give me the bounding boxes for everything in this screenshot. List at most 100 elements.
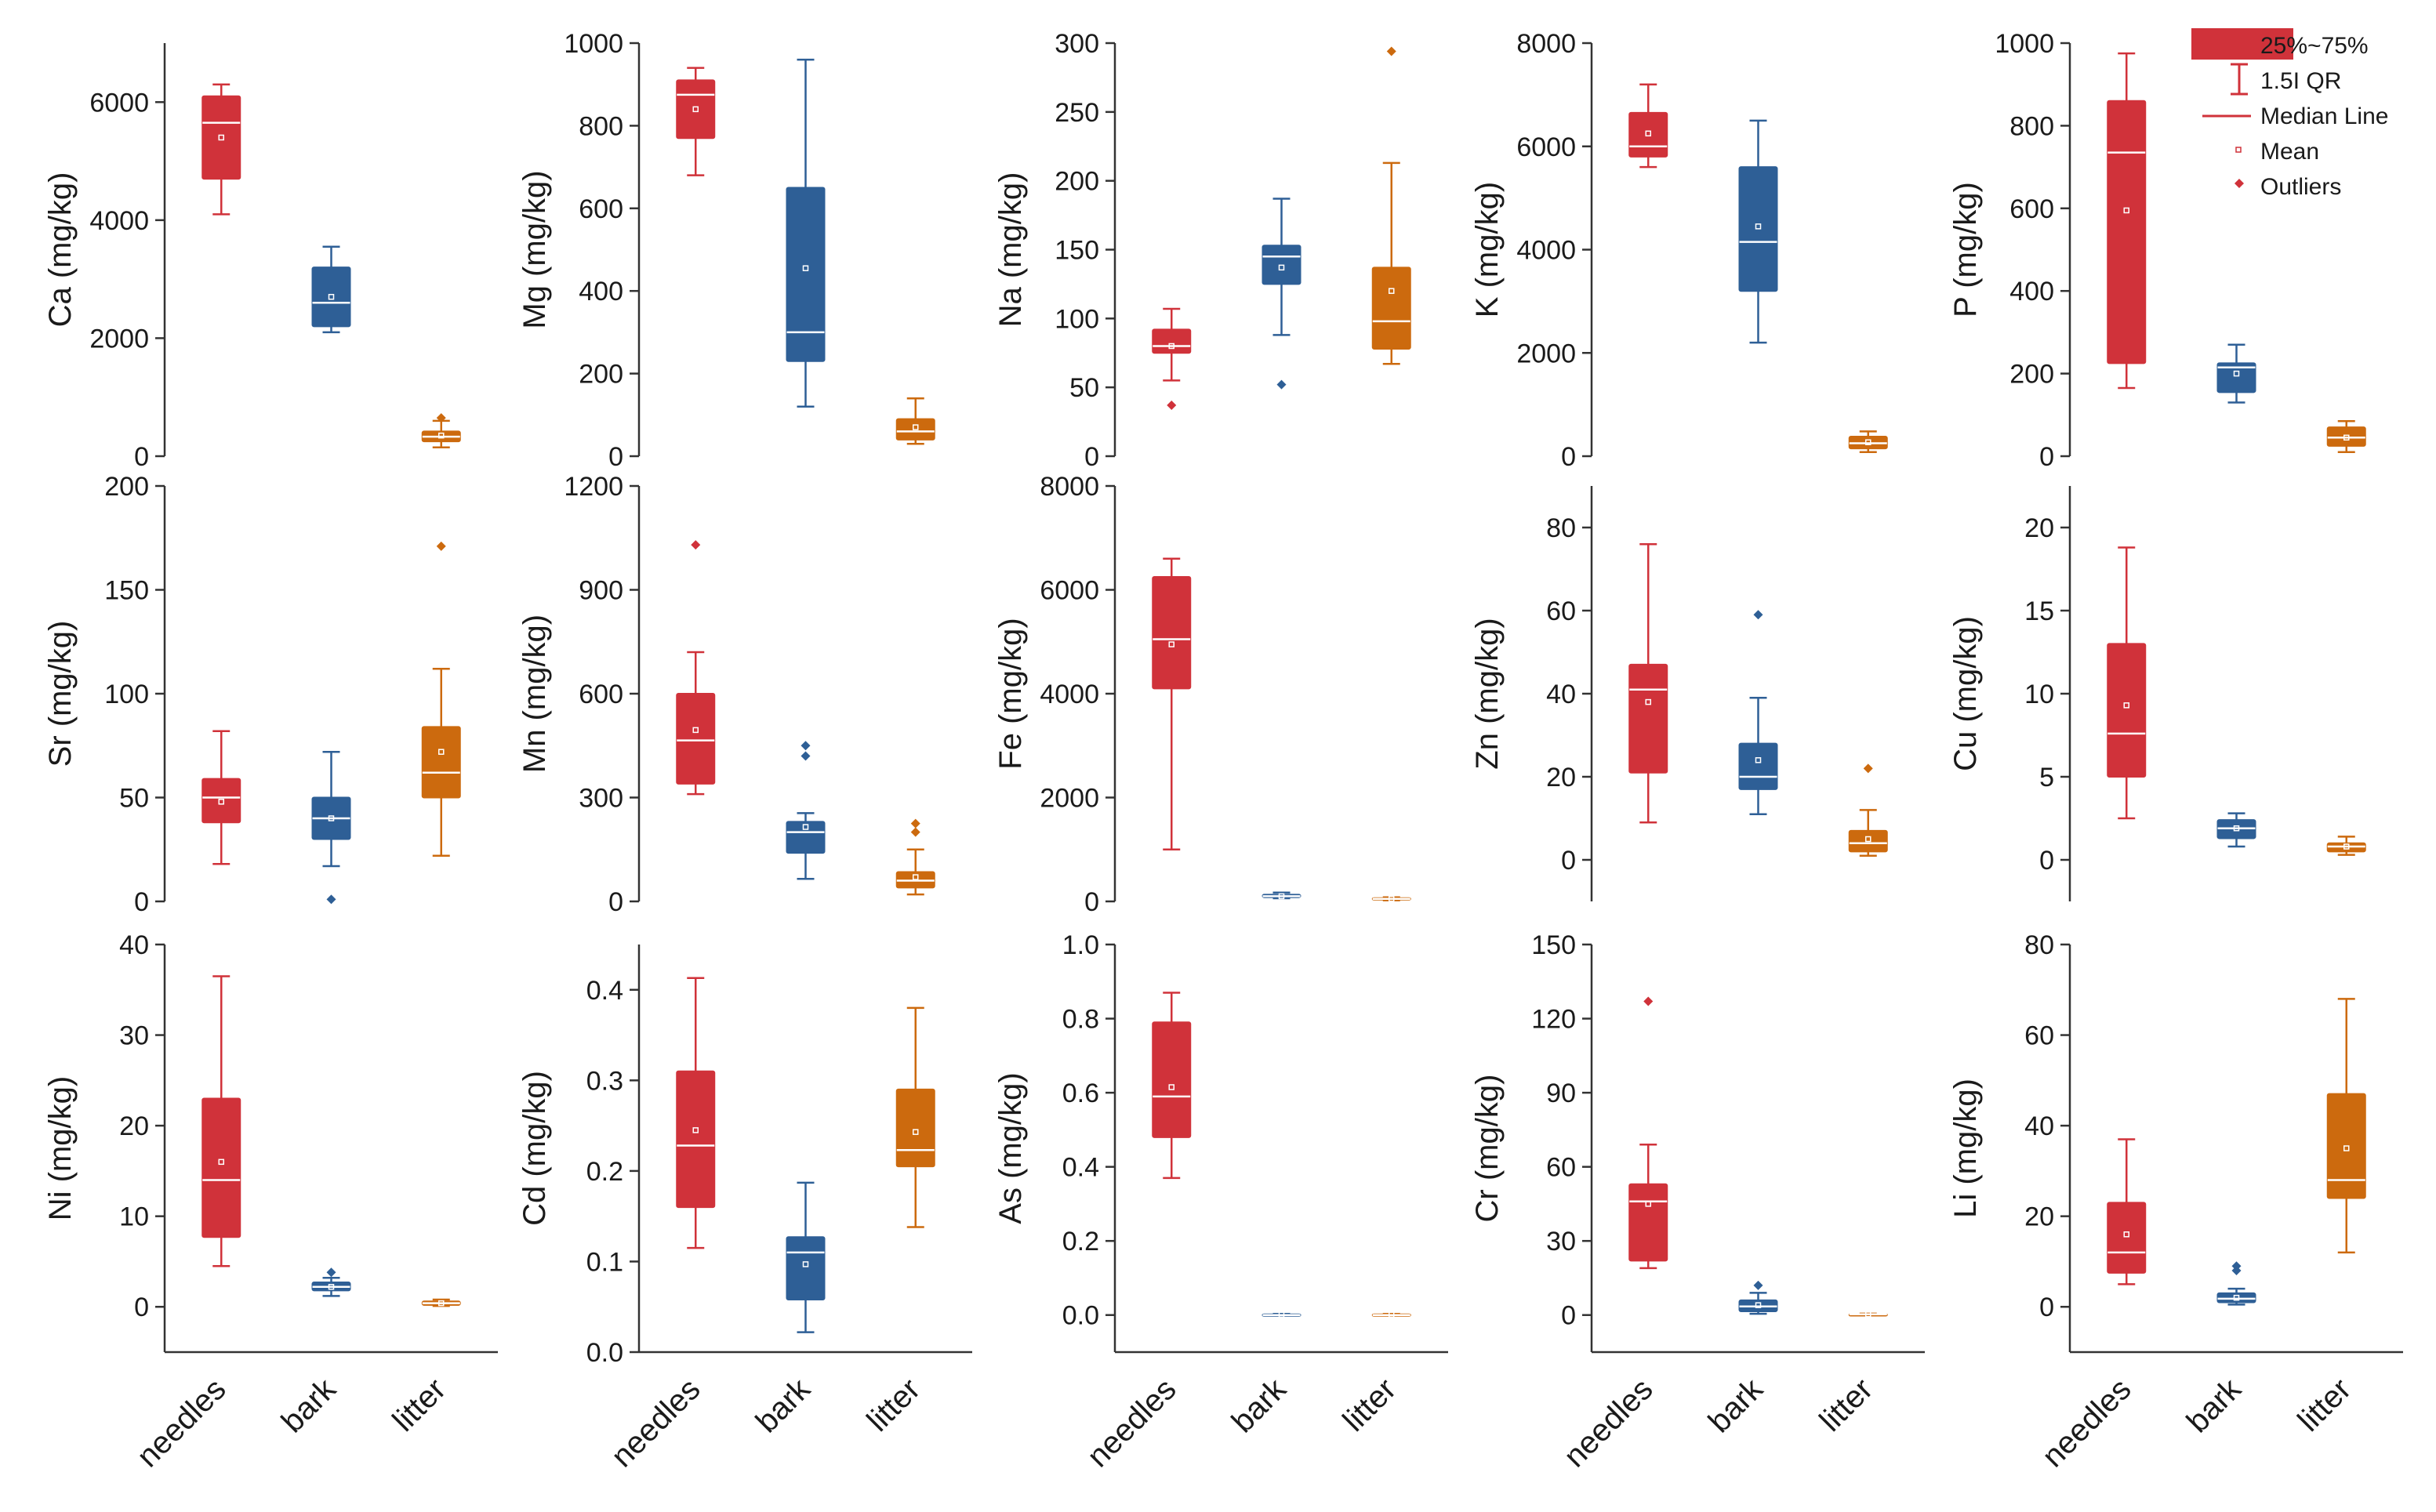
y-tick-label: 0 [1561, 442, 1576, 472]
iqr-box-needles [1628, 1183, 1668, 1262]
box-bark [311, 750, 351, 905]
mean-marker-needles [2123, 702, 2129, 709]
x-tick-label-bark: bark [750, 1372, 818, 1440]
y-axis-title: P (mg/kg) [1948, 182, 1983, 317]
legend-label-mean: Mean [2260, 139, 2319, 165]
box-litter [1848, 1311, 1888, 1318]
mean-marker-litter [2343, 843, 2350, 850]
y-tick-label: 30 [119, 1021, 149, 1051]
y-tick-label: 150 [104, 576, 149, 606]
panel-cr: 0 30 60 90 120 150 Cr (mg/kg) needles bark litter [1470, 930, 1925, 1474]
mean-marker-needles [1645, 130, 1651, 137]
y-axis-title: Li (mg/kg) [1948, 1079, 1983, 1218]
outlier-litter [910, 818, 920, 829]
iqr-box-litter [895, 1088, 935, 1168]
box-needles [1152, 557, 1192, 850]
legend-box-swatch [2191, 28, 2293, 60]
panel-ni: 0 10 20 30 40 Ni (mg/kg) needles bark litter [43, 930, 498, 1474]
y-tick-label: 80 [2024, 930, 2054, 960]
mean-marker-needles [218, 1158, 224, 1166]
y-tick-label: 0 [134, 887, 149, 917]
y-tick-label: 600 [2009, 194, 2054, 224]
box-bark [1738, 119, 1778, 344]
mean-marker-bark [1278, 264, 1285, 271]
box-needles [1628, 83, 1668, 169]
x-tick-label-needles: needles [130, 1372, 232, 1474]
panel-as: 0.0 0.2 0.4 0.6 0.8 1.0 As (mg/kg) needles bark l… [993, 930, 1448, 1474]
iqr-box-needles [1628, 111, 1668, 158]
legend: 25%~75% 1.5I QR Median Line Mean Outlier… [2191, 28, 2388, 200]
y-axis-title: Cd (mg/kg) [517, 1071, 552, 1226]
mean-marker-needles [218, 799, 224, 805]
legend-label-median: Median Line [2260, 103, 2388, 129]
y-tick-label: 30 [1546, 1227, 1576, 1256]
mean-marker-bark [328, 293, 335, 300]
y-tick-label: 60 [2024, 1021, 2054, 1051]
mean-marker-needles [2123, 207, 2129, 214]
box-bark [1738, 1280, 1778, 1315]
y-tick-label: 40 [1546, 680, 1576, 709]
y-tick-label: 1000 [564, 29, 623, 59]
y-axis-title: Cu (mg/kg) [1948, 616, 1983, 771]
y-tick-label: 8000 [1516, 29, 1576, 59]
box-litter [2326, 836, 2366, 856]
iqr-box-needles [2107, 1202, 2147, 1274]
outlier-bark [801, 741, 811, 751]
iqr-box-needles [201, 778, 241, 824]
panel-zn: 0 20 40 60 80 Zn (mg/kg) [1470, 486, 1888, 901]
y-tick-label: 8000 [1040, 472, 1099, 502]
box-needles [2107, 1138, 2147, 1285]
outlier-needles [1643, 996, 1654, 1006]
mean-marker-litter [1865, 439, 1871, 445]
mean-marker-needles [692, 1127, 699, 1133]
y-tick-label: 400 [579, 277, 623, 306]
y-tick-label: 0.4 [1062, 1153, 1099, 1183]
iqr-box-bark [786, 187, 826, 362]
mean-marker-litter [438, 432, 445, 439]
box-litter [895, 818, 935, 896]
y-tick-label: 20 [2024, 1202, 2054, 1232]
iqr-box-litter [1371, 267, 1411, 350]
y-tick-label: 800 [579, 111, 623, 141]
x-tick-label-bark: bark [1702, 1372, 1770, 1440]
mean-marker-bark [802, 824, 809, 830]
legend-label-outliers: Outliers [2260, 174, 2341, 200]
mean-marker-needles [1645, 1201, 1651, 1207]
x-tick-label-needles: needles [2035, 1372, 2137, 1474]
box-bark [1262, 891, 1301, 900]
y-tick-label: 0.4 [586, 976, 623, 1006]
panel-cd: 0.0 0.1 0.2 0.3 0.4 Cd (mg/kg) needles bark litt… [517, 945, 972, 1474]
mean-marker-bark [1755, 223, 1762, 230]
mean-marker-litter [913, 1129, 919, 1135]
box-litter [1371, 895, 1411, 902]
y-tick-label: 900 [579, 576, 623, 606]
box-bark [2216, 1261, 2256, 1306]
mean-marker-litter [1865, 836, 1871, 843]
y-tick-label: 300 [1055, 29, 1099, 59]
iqr-box-needles [201, 95, 241, 180]
outlier-bark [2231, 1261, 2242, 1271]
panel-li: 0 20 40 60 80 Li (mg/kg) needles bark litter [1948, 930, 2403, 1474]
box-needles [1152, 992, 1192, 1180]
legend-label-box: 25%~75% [2260, 33, 2369, 59]
iqr-box-needles [2107, 643, 2147, 778]
x-tick-label-litter: litter [1813, 1372, 1880, 1438]
iqr-box-needles [676, 79, 716, 140]
outlier-bark [801, 751, 811, 761]
y-axis-title: Sr (mg/kg) [43, 621, 78, 767]
y-tick-label: 0 [2039, 846, 2054, 876]
y-tick-label: 200 [1055, 167, 1099, 197]
x-tick-label-bark: bark [275, 1372, 343, 1440]
y-tick-label: 20 [2024, 513, 2054, 543]
y-tick-label: 0.0 [586, 1338, 623, 1368]
box-bark [1262, 1311, 1301, 1318]
mean-marker-litter [1389, 1311, 1395, 1318]
y-tick-label: 100 [104, 680, 149, 709]
mean-marker-bark [802, 1261, 809, 1267]
x-tick-label-needles: needles [1557, 1372, 1659, 1474]
iqr-box-needles [201, 1097, 241, 1238]
x-tick-label-litter: litter [2292, 1372, 2358, 1438]
box-litter [1371, 46, 1411, 365]
box-needles [201, 730, 241, 865]
